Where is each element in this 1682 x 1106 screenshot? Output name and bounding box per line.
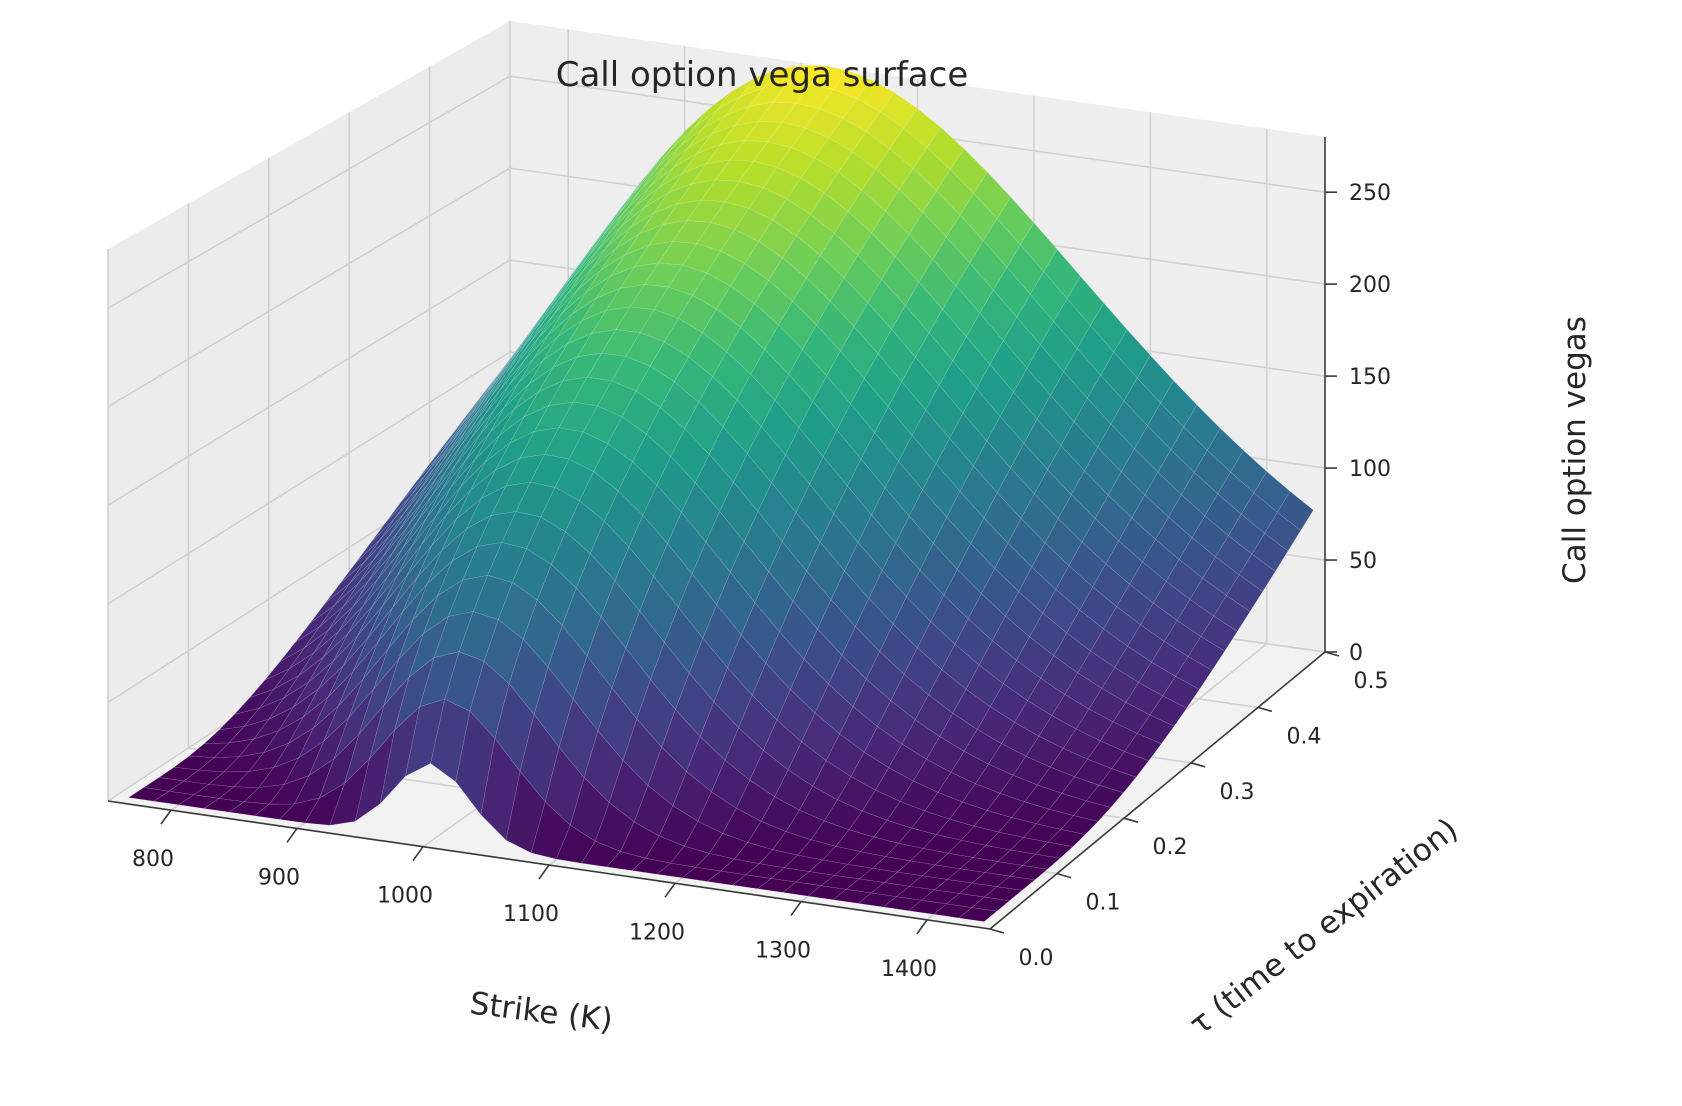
x-tick-label: 1100 [503,902,559,927]
axes-lines [107,137,1340,935]
surface-patch [1085,784,1124,808]
x-tick-label: 1300 [755,939,811,964]
z-tick-label: 250 [1349,181,1391,206]
x-axis-label: Strike (K) [468,985,615,1038]
x-tick-label: 800 [132,847,174,872]
surface-patch [958,907,998,922]
x-tick-mark [916,919,928,935]
y-tick-mark [1056,872,1072,879]
surface-patch [996,875,1036,891]
z-tick-label: 200 [1349,273,1391,298]
y-tick-label: 0.2 [1153,835,1188,860]
left-wall-pane [108,21,510,801]
x-tick-mark [664,882,676,898]
surface-mesh [127,64,1314,922]
surface-patch [970,896,1011,912]
x-tick-label: 900 [258,865,300,890]
x-tick-label: 1000 [377,884,433,909]
x-tick-label: 1200 [629,920,685,945]
y-tick-label: 0.5 [1354,669,1389,694]
surface-patch [1213,595,1251,632]
x-tick-mark [412,846,424,862]
y-tick-mark [1190,762,1206,768]
surface-patch [1060,815,1099,835]
z-tick-label: 150 [1349,365,1391,390]
surface-patch [1136,714,1175,745]
y-tick-label: 0.1 [1086,891,1121,916]
surface-patch [1098,768,1137,794]
y-tick-mark [1123,817,1139,823]
surface-patch [1276,490,1314,531]
surface-patch [1187,636,1226,671]
z-tick-label: 100 [1349,457,1391,482]
x-tick-mark [538,864,550,880]
x-tick-mark [790,901,802,917]
chart-title: Call option vega surface [556,55,969,95]
x-tick-mark [286,827,298,843]
z-tick-label: 50 [1349,549,1377,574]
left-grid-z [107,259,511,506]
z-tick-label: 0 [1349,641,1363,666]
surface-patch [1073,800,1112,822]
y-tick-mark [989,928,1005,934]
y-tick-label: 0.0 [1019,946,1054,971]
left-grid-z [107,351,511,605]
left-grid-z [107,167,511,408]
surface-patch [983,886,1023,902]
y-tick-label: 0.3 [1220,780,1255,805]
y-axis-line [989,651,1326,930]
y-tick-mark [1257,706,1273,713]
x-tick-label: 1400 [881,957,937,982]
z-axis-label: Call option vegas [1557,316,1593,584]
x-tick-mark [160,809,172,825]
left-grid-z [107,75,511,309]
y-tick-label: 0.4 [1287,724,1322,749]
y-axis-label: τ (time to expiration) [1183,811,1465,1042]
